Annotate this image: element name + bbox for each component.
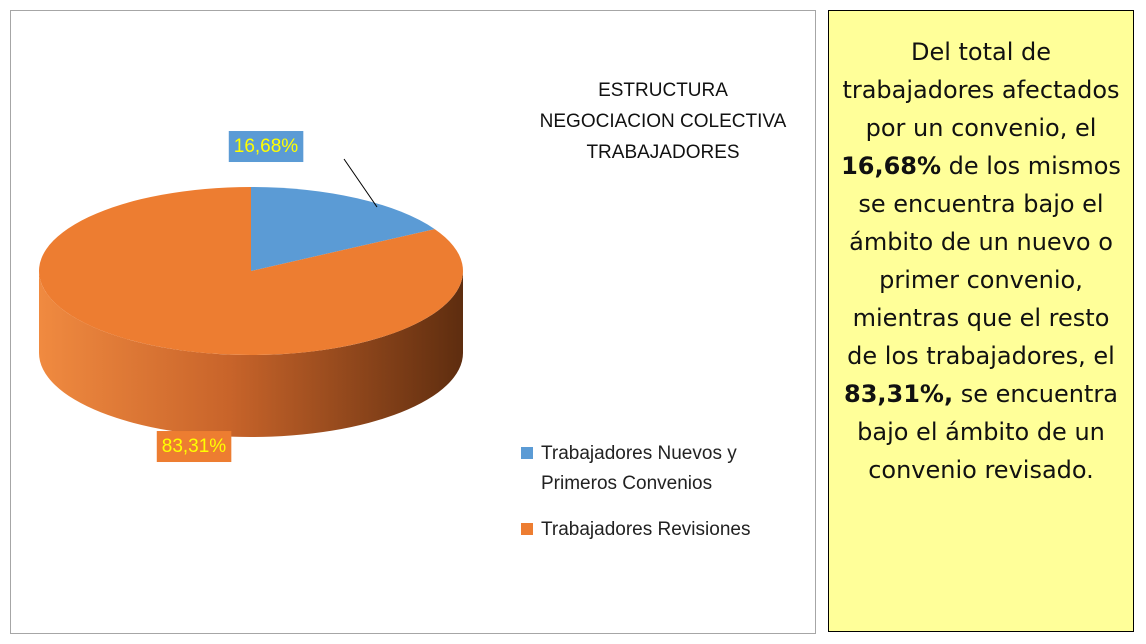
title-line: NEGOCIACION COLECTIVA: [539, 111, 787, 132]
pie-chart: 16,68% 83,31%: [39, 131, 464, 463]
title-line: TRABAJADORES: [586, 142, 740, 163]
note-box: Del total de trabajadores afectados por …: [828, 10, 1134, 632]
legend-swatch: [521, 447, 533, 459]
legend-swatch: [521, 523, 533, 535]
legend-item: Trabajadores Revisiones: [521, 515, 786, 545]
legend-item: Trabajadores Nuevos y Primeros Convenios: [521, 439, 786, 499]
data-label: 83,31%: [156, 431, 232, 463]
note-text: Del total de trabajadores afectados por …: [842, 38, 1120, 142]
legend: Trabajadores Nuevos y Primeros Convenios…: [521, 439, 786, 561]
leader-line: [343, 158, 378, 208]
pie-slice: [39, 187, 464, 356]
data-label-bg: [228, 131, 304, 163]
data-label-text: 16,68%: [234, 136, 299, 157]
note-text: 83,31%,: [844, 380, 954, 408]
pie-slice: [251, 187, 435, 271]
pie-slice-side: [39, 271, 463, 437]
data-label: 16,68%: [228, 131, 304, 163]
chart-title: ESTRUCTURA NEGOCIACION COLECTIVA TRABAJADO…: [531, 75, 795, 168]
note-text: se encuentra bajo el ámbito de un conven…: [857, 380, 1118, 484]
note-text: de los mismos se encuentra bajo el ámbit…: [847, 152, 1121, 370]
legend-label: Trabajadores Nuevos y Primeros Convenios: [541, 443, 737, 494]
legend-label: Trabajadores Revisiones: [541, 519, 751, 540]
title-line: ESTRUCTURA: [598, 80, 728, 101]
note-text: 16,68%: [841, 152, 942, 180]
chart-area: 16,68% 83,31% ESTRUCTURA NEGOCIACION COLEC…: [10, 10, 816, 634]
data-label-text: 83,31%: [162, 436, 227, 457]
data-label-bg: [156, 431, 232, 463]
